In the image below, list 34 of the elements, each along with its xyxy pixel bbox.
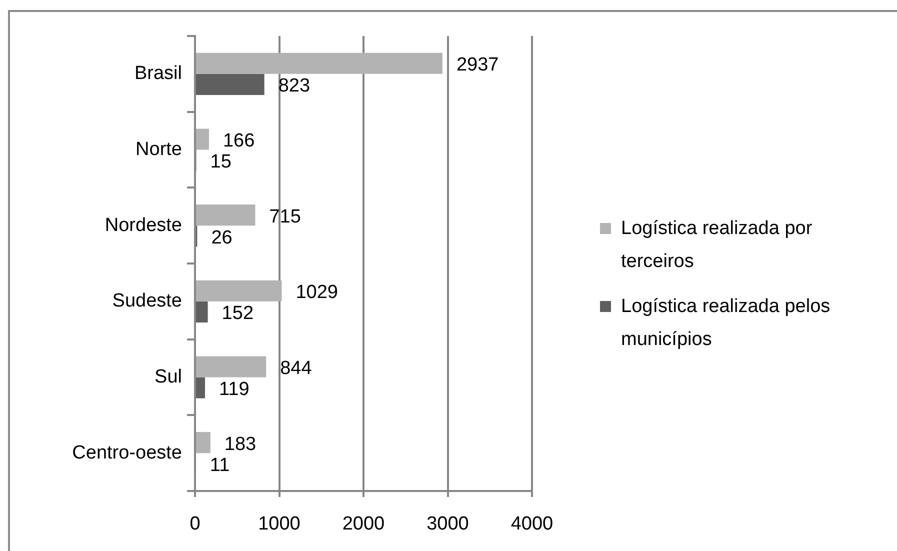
x-tick-label: 2000 (342, 514, 385, 535)
data-label: 823 (278, 76, 310, 97)
bar (196, 204, 256, 226)
data-label: 15 (210, 152, 232, 173)
data-label: 2937 (456, 54, 499, 76)
bar (196, 74, 264, 95)
y-tick-label: Sudeste (112, 290, 182, 312)
bar (196, 377, 206, 398)
bar (196, 280, 282, 302)
y-tick-label: Norte (136, 138, 182, 160)
bar (196, 52, 442, 74)
bar (196, 432, 210, 454)
data-label: 715 (269, 206, 301, 228)
data-label: 26 (211, 227, 232, 248)
y-tick-label: Nordeste (104, 214, 182, 236)
data-label: 183 (224, 434, 256, 455)
x-tick-label: 4000 (510, 514, 554, 535)
x-tick-label: 1000 (258, 514, 300, 535)
y-tick-label: Sul (154, 366, 182, 388)
y-tick-label: Brasil (134, 63, 182, 84)
data-label: 11 (210, 454, 230, 476)
data-label: 152 (222, 303, 254, 324)
x-tick-label: 3000 (426, 514, 469, 535)
x-tick-label: 0 (190, 514, 200, 535)
bar (196, 356, 266, 378)
bar (196, 128, 209, 150)
data-label: 166 (222, 130, 255, 152)
data-label: 844 (280, 358, 312, 379)
y-tick-label: Centro-oeste (72, 442, 182, 464)
data-label: 119 (219, 379, 250, 400)
legend-label: Logística realizada pelos municípios (621, 295, 832, 352)
data-label: 1029 (296, 282, 338, 304)
bar (196, 301, 208, 322)
legend-label: Logística realizada por terceiros (621, 217, 814, 274)
